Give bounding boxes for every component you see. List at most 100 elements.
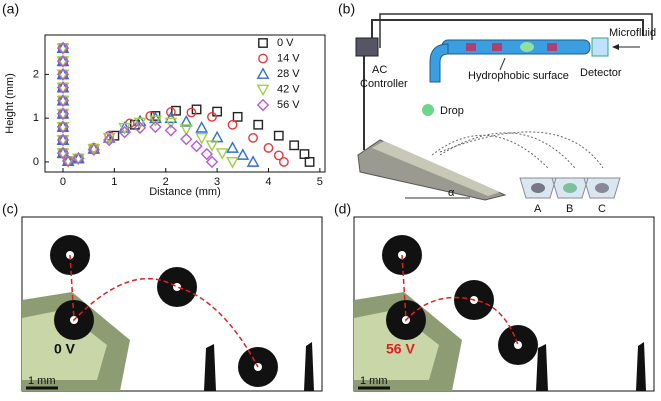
marker	[195, 132, 209, 145]
marker	[246, 155, 260, 167]
legend-marker	[258, 38, 268, 48]
label: C	[598, 203, 606, 215]
label: Controller	[360, 78, 408, 90]
marker	[103, 133, 116, 147]
marker	[56, 56, 70, 68]
legend-label: 14 V	[277, 52, 300, 64]
marker	[118, 122, 132, 135]
marker	[133, 114, 147, 127]
marker	[304, 157, 315, 167]
marker	[56, 95, 70, 108]
y-tick-label: 2	[33, 68, 39, 80]
voltage-label: 56 V	[386, 341, 415, 357]
drop	[422, 104, 434, 116]
legend-marker	[256, 98, 270, 112]
cup-drop	[595, 183, 609, 193]
marker	[205, 140, 219, 152]
marker	[179, 115, 193, 127]
x-tick-label: 1	[111, 176, 117, 188]
photo: 0 V 1 mm	[21, 216, 323, 392]
marker	[56, 43, 70, 55]
marker	[205, 155, 219, 169]
wire	[379, 13, 653, 48]
x-tick-label: 0	[60, 176, 66, 188]
cup-drop	[531, 183, 545, 193]
marker	[56, 68, 70, 81]
wire	[371, 19, 644, 40]
marker	[186, 107, 197, 118]
marker	[273, 150, 284, 161]
marker	[207, 111, 217, 122]
label: Detector	[580, 67, 622, 79]
marker	[56, 122, 70, 134]
series	[56, 41, 260, 167]
marker	[191, 104, 202, 115]
electrode	[466, 43, 476, 51]
marker	[56, 108, 70, 121]
post	[204, 342, 314, 391]
marker	[190, 139, 203, 153]
marker	[56, 146, 70, 160]
legend-label: 56 V	[277, 99, 300, 111]
marker	[248, 132, 258, 143]
marker	[118, 125, 131, 139]
marker	[278, 157, 289, 167]
marker	[165, 107, 176, 117]
marker	[236, 148, 250, 160]
tube-bend	[429, 43, 449, 83]
label: A	[534, 203, 542, 215]
marker	[56, 41, 70, 55]
plate-top	[372, 141, 500, 196]
x-tick-label: 3	[214, 176, 220, 188]
marker	[87, 143, 100, 156]
marker	[273, 130, 284, 141]
marker	[164, 124, 178, 137]
panel-label: (a)	[2, 1, 19, 17]
voltage-label: 0 V	[54, 341, 76, 357]
series	[56, 41, 219, 169]
trajectory	[401, 254, 519, 346]
path-lines	[431, 131, 604, 169]
marker	[226, 157, 239, 169]
x-tick-label: 5	[317, 176, 323, 188]
plot-frame	[44, 34, 326, 173]
label: Drop	[440, 105, 464, 117]
legend-label: 28 V	[277, 68, 300, 80]
trajectory	[69, 254, 259, 368]
x-tick-label: 2	[163, 176, 169, 188]
legend-marker	[256, 84, 270, 97]
legend-marker	[258, 53, 268, 64]
marker	[215, 148, 229, 160]
marker	[149, 120, 162, 134]
photo: 56 V 1 mm	[353, 216, 655, 392]
marker	[212, 106, 223, 117]
marker	[171, 105, 181, 116]
marker	[61, 156, 75, 168]
marker	[149, 115, 162, 127]
cup-drop	[563, 183, 577, 193]
substrate-shine	[354, 310, 439, 380]
marker	[133, 117, 147, 130]
marker	[200, 147, 214, 161]
x-tick-label: 4	[265, 176, 271, 188]
y-axis-label: Height (mm)	[4, 73, 16, 134]
panel-label: (d)	[334, 201, 351, 217]
marker	[56, 81, 70, 94]
marker	[289, 140, 300, 151]
marker	[56, 148, 70, 160]
marker	[56, 133, 70, 147]
marker	[195, 121, 209, 133]
marker	[253, 119, 264, 130]
panel-label: (b)	[338, 1, 355, 17]
electrode	[492, 43, 502, 51]
marker	[226, 141, 239, 153]
series	[58, 43, 289, 167]
substrate-shine	[22, 310, 107, 380]
scale-label: 1 mm	[28, 375, 56, 387]
marker	[299, 149, 310, 159]
arrow-head	[612, 44, 619, 50]
y-tick-label: 0	[33, 156, 39, 168]
series	[56, 43, 239, 169]
label: α	[448, 187, 455, 199]
